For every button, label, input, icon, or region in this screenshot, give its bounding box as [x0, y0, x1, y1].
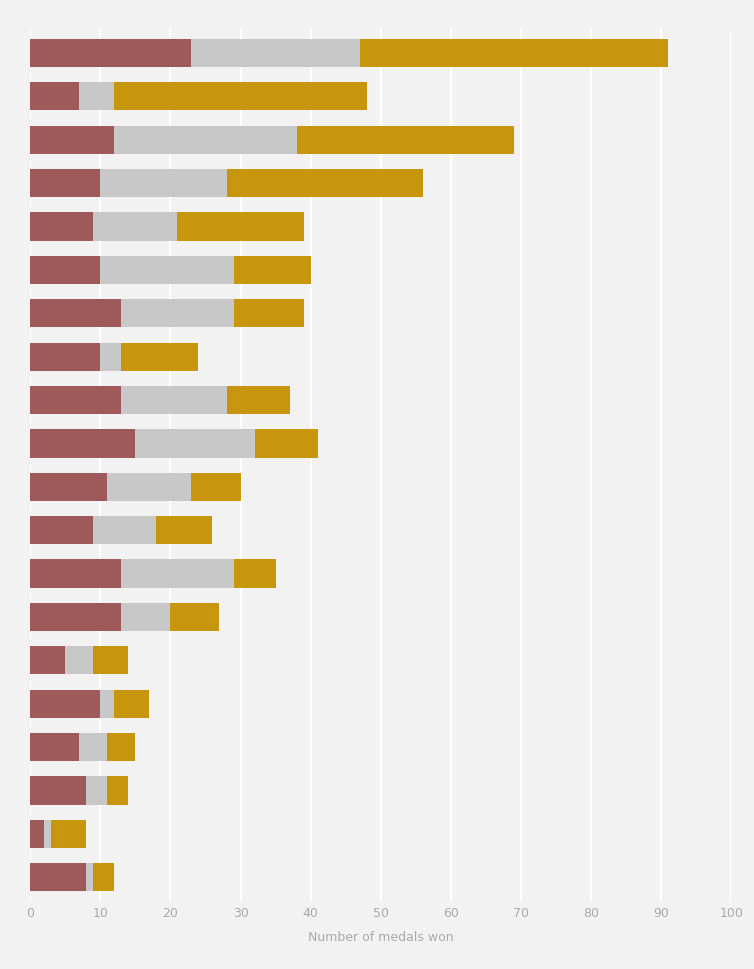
Bar: [86, 776, 107, 804]
Bar: [79, 733, 107, 762]
Bar: [100, 690, 115, 718]
Bar: [121, 299, 234, 328]
Bar: [30, 646, 65, 674]
Bar: [44, 820, 51, 848]
Bar: [79, 82, 115, 110]
Bar: [51, 820, 86, 848]
Bar: [93, 516, 156, 545]
Bar: [30, 39, 192, 67]
Bar: [30, 733, 79, 762]
Bar: [30, 386, 121, 414]
Bar: [30, 429, 135, 457]
Bar: [121, 559, 234, 587]
Bar: [107, 733, 135, 762]
Bar: [30, 820, 44, 848]
Bar: [100, 343, 121, 371]
Bar: [86, 863, 93, 891]
Bar: [226, 169, 423, 198]
Bar: [115, 82, 366, 110]
Bar: [100, 169, 226, 198]
Bar: [93, 212, 177, 240]
Bar: [255, 429, 317, 457]
Bar: [30, 473, 107, 501]
Bar: [30, 212, 93, 240]
Bar: [30, 299, 121, 328]
Bar: [30, 690, 100, 718]
Bar: [30, 516, 93, 545]
Bar: [121, 603, 170, 631]
Bar: [135, 429, 255, 457]
Bar: [30, 256, 100, 284]
Bar: [234, 256, 311, 284]
Bar: [234, 559, 276, 587]
X-axis label: Number of medals won: Number of medals won: [308, 931, 454, 944]
Bar: [296, 126, 514, 154]
Bar: [177, 212, 304, 240]
Bar: [30, 863, 86, 891]
Bar: [30, 343, 100, 371]
Bar: [30, 82, 79, 110]
Bar: [30, 776, 86, 804]
Bar: [100, 256, 234, 284]
Bar: [93, 646, 128, 674]
Bar: [107, 776, 128, 804]
Bar: [115, 690, 149, 718]
Bar: [30, 169, 100, 198]
Bar: [107, 473, 192, 501]
Bar: [156, 516, 213, 545]
Bar: [30, 126, 115, 154]
Bar: [30, 603, 121, 631]
Bar: [121, 386, 226, 414]
Bar: [226, 386, 290, 414]
Bar: [65, 646, 93, 674]
Bar: [192, 473, 241, 501]
Bar: [360, 39, 668, 67]
Bar: [121, 343, 198, 371]
Bar: [234, 299, 304, 328]
Bar: [30, 559, 121, 587]
Bar: [93, 863, 115, 891]
Bar: [170, 603, 219, 631]
Bar: [192, 39, 360, 67]
Bar: [115, 126, 296, 154]
